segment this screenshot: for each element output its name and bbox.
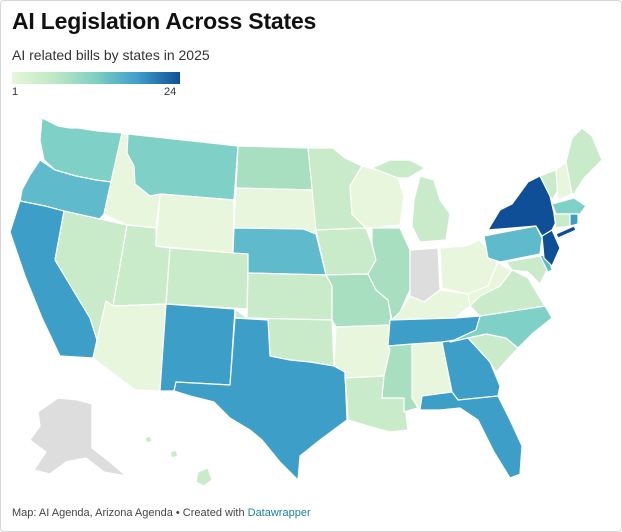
- state-montana[interactable]: [126, 133, 239, 201]
- state-florida[interactable]: [419, 391, 523, 479]
- state-long-island[interactable]: [555, 225, 577, 239]
- state-north-dakota[interactable]: [235, 145, 315, 191]
- state-south-dakota[interactable]: [233, 187, 317, 235]
- state-hawaii-3[interactable]: [195, 467, 213, 487]
- state-iowa[interactable]: [315, 227, 377, 276]
- state-hawaii-2[interactable]: [169, 449, 179, 459]
- state-michigan-upper[interactable]: [371, 159, 426, 179]
- page-subtitle: AI related bills by states in 2025: [12, 47, 210, 63]
- state-maine[interactable]: [565, 127, 603, 195]
- state-texas[interactable]: [173, 317, 348, 481]
- page-title: AI Legislation Across States: [12, 8, 317, 34]
- legend-min-label: 1: [12, 86, 19, 98]
- state-kansas[interactable]: [246, 272, 333, 321]
- source-footer: Map: AI Agenda, Arizona Agenda • Created…: [12, 507, 311, 519]
- state-connecticut[interactable]: [553, 213, 571, 229]
- state-alaska[interactable]: [29, 397, 127, 477]
- legend-max-label: 24: [164, 86, 177, 98]
- state-michigan[interactable]: [411, 175, 451, 243]
- state-wisconsin[interactable]: [349, 165, 405, 229]
- us-choropleth-map: [0, 100, 622, 495]
- state-arizona[interactable]: [92, 300, 167, 392]
- state-hawaii-1[interactable]: [144, 435, 153, 444]
- footer-text: Map: AI Agenda, Arizona Agenda • Created…: [12, 507, 248, 519]
- state-rhode-island[interactable]: [569, 213, 579, 227]
- state-arkansas[interactable]: [333, 324, 393, 379]
- state-massachusetts[interactable]: [551, 197, 587, 215]
- state-oregon[interactable]: [19, 159, 112, 223]
- color-legend-bar: [12, 72, 180, 84]
- state-new-mexico[interactable]: [159, 303, 236, 392]
- datawrapper-link[interactable]: Datawrapper: [247, 507, 311, 519]
- state-wyoming[interactable]: [155, 193, 235, 254]
- state-kentucky[interactable]: [391, 289, 471, 321]
- state-colorado[interactable]: [165, 247, 249, 310]
- state-illinois[interactable]: [367, 227, 411, 321]
